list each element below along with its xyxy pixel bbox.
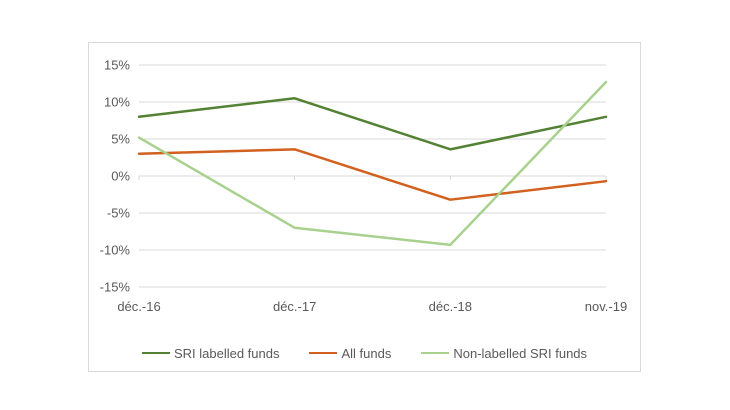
legend-line-swatch-non-labelled-sri-funds	[421, 352, 450, 354]
y-axis-tick-label: 5%	[111, 132, 130, 147]
x-axis-tick-label: déc.-18	[429, 299, 472, 314]
y-axis-tick-label: 10%	[104, 95, 130, 110]
chart-legend: SRI labelled funds All funds Non-labelle…	[89, 344, 640, 362]
y-axis-tick-label: -10%	[100, 243, 131, 258]
y-axis-tick-label: 0%	[111, 169, 130, 184]
legend-label-all-funds: All funds	[341, 345, 392, 361]
legend-item-non-labelled-sri-funds: Non-labelled SRI funds	[421, 346, 587, 361]
legend-label-non-labelled-sri-funds: Non-labelled SRI funds	[453, 345, 588, 361]
series-line	[137, 80, 608, 247]
x-axis-tick-label: nov.-19	[585, 299, 627, 314]
x-axis-tick-label: déc.-17	[273, 299, 316, 314]
legend-line-swatch-sri-labelled-funds	[141, 352, 170, 354]
series-line	[137, 97, 608, 151]
y-axis-tick-label: -15%	[100, 280, 131, 295]
legend-item-sri-labelled-funds: SRI labelled funds	[141, 345, 280, 361]
series-line	[137, 148, 608, 201]
line-chart: 15% 10% 5% 0% -5% -10% -15% déc.-16 déc.-17 déc.-…	[100, 58, 628, 315]
y-axis-tick-label: 15%	[104, 58, 130, 73]
y-axis-tick-label: -5%	[107, 206, 131, 221]
legend-line-swatch-all-funds	[309, 352, 338, 354]
chart-container: 15% 10% 5% 0% -5% -10% -15% déc.-16 déc.-17 déc.-…	[88, 42, 641, 372]
legend-label-sri-labelled-funds: SRI labelled funds	[173, 345, 280, 361]
legend-item-all-funds: All funds	[309, 346, 391, 361]
x-axis-tick-label: déc.-16	[117, 299, 160, 314]
